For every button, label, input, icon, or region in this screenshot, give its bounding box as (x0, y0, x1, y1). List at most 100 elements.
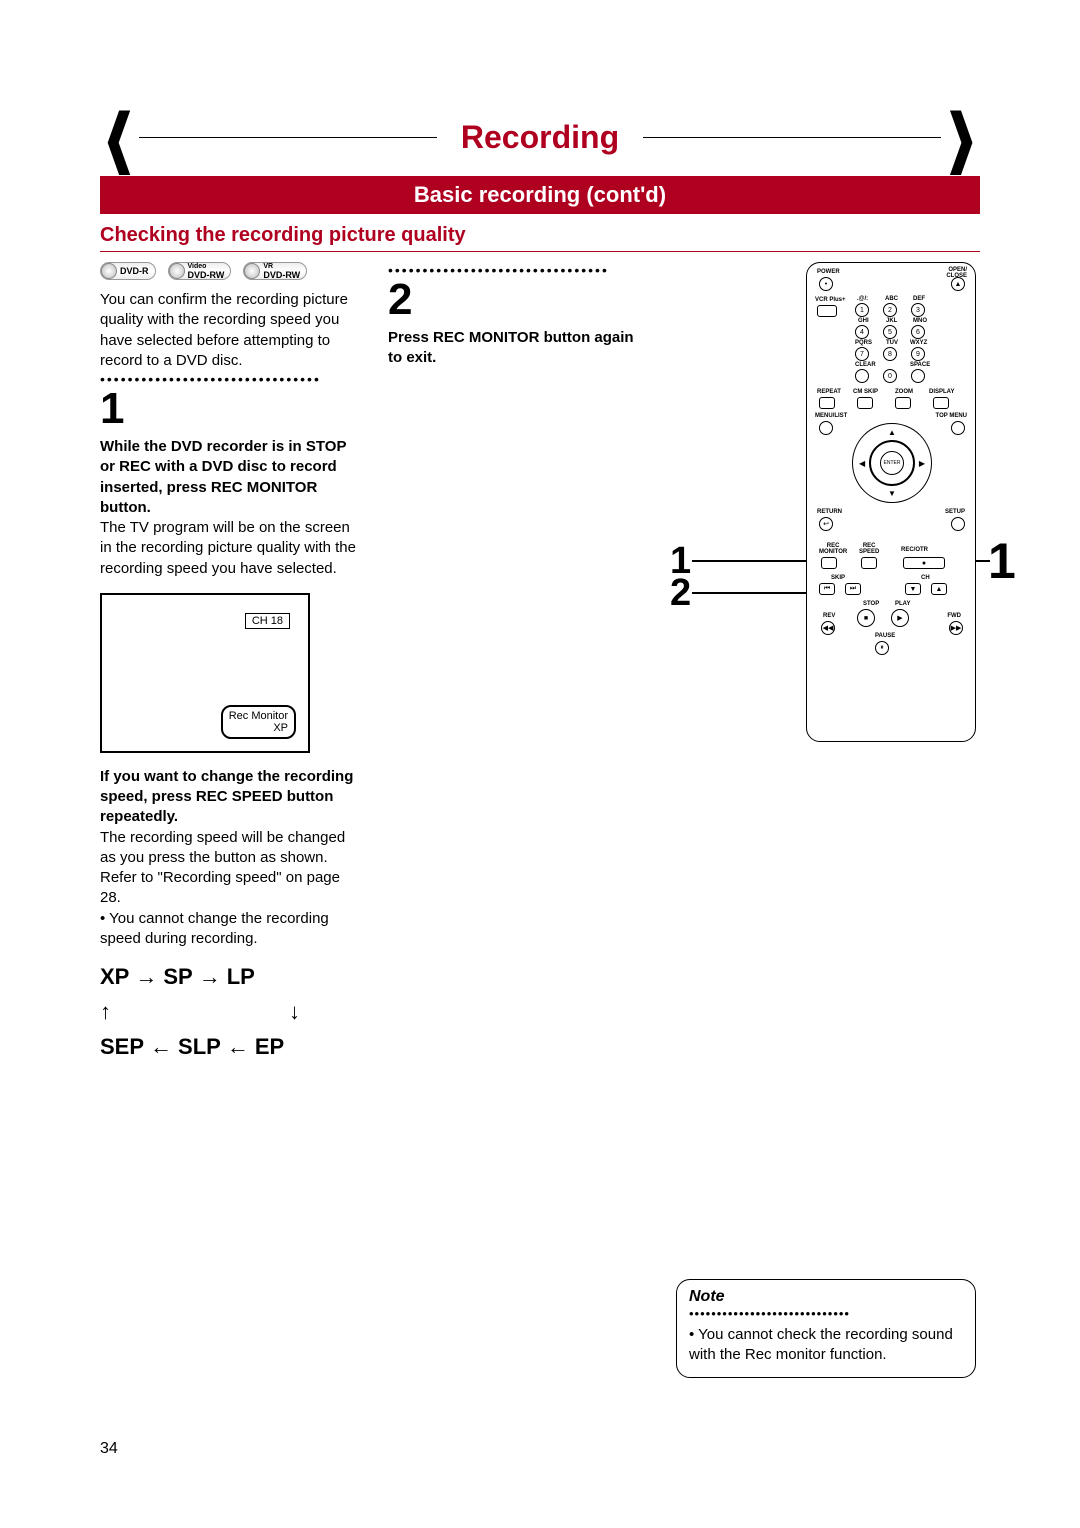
num-6[interactable]: 6 (911, 325, 925, 339)
num-top-6: MNO (913, 318, 927, 324)
label-recspd: REC SPEED (859, 543, 879, 555)
column-2: •••••••••••••••••••••••••••••••• 2 Press… (388, 262, 648, 1065)
bracket-right: ❱ (941, 99, 980, 175)
menu-button[interactable] (819, 421, 833, 435)
num-top-5: JKL (886, 318, 897, 324)
label-ch: CH (921, 575, 930, 581)
label-space: SPACE (910, 362, 930, 368)
cmskip-button[interactable] (857, 397, 873, 409)
display-button[interactable] (933, 397, 949, 409)
recspeed-button[interactable] (861, 557, 877, 569)
label-menu: MENU/LIST (815, 413, 847, 419)
label-play: PLAY (895, 601, 910, 607)
rev-button[interactable]: ◀◀ (821, 621, 835, 635)
dpad-down[interactable]: ▼ (888, 489, 896, 498)
space-button[interactable] (911, 369, 925, 383)
badge-dvdrw-vr: VRDVD-RW (243, 262, 307, 280)
content-columns: DVD-R VideoDVD-RW VRDVD-RW You can confi… (100, 262, 980, 1065)
flow-sp: SP (163, 959, 192, 994)
dpad-right[interactable]: ▶ (919, 459, 925, 468)
stop-button[interactable]: ■ (857, 609, 875, 627)
title-row: ❰ Recording ❱ (100, 110, 980, 164)
setup-button[interactable] (951, 517, 965, 531)
badge-dvdrw-video: VideoDVD-RW (168, 262, 232, 280)
tv-channel: CH 18 (245, 613, 290, 629)
step-1-heading: While the DVD recorder is in STOP or REC… (100, 437, 360, 518)
badge-dvdr: DVD-R (100, 262, 156, 280)
label-vcrplus: VCR Plus+ (815, 297, 846, 303)
return-button[interactable]: ↩ (819, 517, 833, 531)
play-button[interactable]: ▶ (891, 609, 909, 627)
dpad-up[interactable]: ▲ (888, 428, 896, 437)
fwd-button[interactable]: ▶▶ (949, 621, 963, 635)
num-2[interactable]: 2 (883, 303, 897, 317)
num-3[interactable]: 3 (911, 303, 925, 317)
callout-line-left-2 (692, 592, 808, 594)
flow-slp: SLP (178, 1029, 221, 1064)
bullet: • You cannot change the recording speed … (100, 909, 360, 950)
tv-mon-l2: XP (273, 722, 288, 734)
subtitle-bar: Basic recording (cont'd) (100, 176, 980, 214)
num-top-9: WXYZ (910, 340, 927, 346)
ch-down-button[interactable]: ▼ (905, 583, 921, 595)
title-line-left (139, 137, 437, 138)
tv-preview: CH 18 Rec Monitor XP (100, 593, 310, 753)
ch-up-button[interactable]: ▲ (931, 583, 947, 595)
skip-prev-button[interactable]: ⏮ (819, 583, 835, 595)
recmonitor-button[interactable] (821, 557, 837, 569)
flow-sep: SEP (100, 1029, 144, 1064)
vcrplus-button[interactable] (817, 305, 837, 317)
num-1[interactable]: 1 (855, 303, 869, 317)
pause-button[interactable]: ⏸ (875, 641, 889, 655)
label-zoom: ZOOM (895, 389, 913, 395)
clear-button[interactable] (855, 369, 869, 383)
open-close-button[interactable]: ▲ (951, 277, 965, 291)
note-box: Note ••••••••••••••••••••••••••••• • You… (676, 1279, 976, 1379)
zoom-button[interactable] (895, 397, 911, 409)
num-top-7: PQRS (855, 340, 872, 346)
num-7[interactable]: 7 (855, 347, 869, 361)
step-2-number: 2 (388, 278, 648, 322)
column-3: 1 2 1 POWER • OPEN/ CLOSE ▲ VCR Plus+ .@… (676, 262, 976, 1065)
label-fwd: FWD (947, 613, 961, 619)
num-8[interactable]: 8 (883, 347, 897, 361)
num-4[interactable]: 4 (855, 325, 869, 339)
callout-right-1: 1 (988, 532, 1016, 590)
label-pause: PAUSE (875, 633, 895, 639)
step-1-number: 1 (100, 387, 360, 431)
label-return: RETURN (817, 509, 842, 515)
dpad: ▲ ▼ ◀ ▶ ENTER (852, 423, 932, 503)
label-power: POWER (817, 269, 840, 275)
label-setup: SETUP (945, 509, 965, 515)
note-title: Note (689, 1288, 963, 1306)
title-line-right (643, 137, 941, 138)
skip-next-button[interactable]: ⏭ (845, 583, 861, 595)
repeat-button[interactable] (819, 397, 835, 409)
label-recmon: REC MONITOR (819, 543, 847, 555)
dpad-inner: ENTER (869, 440, 915, 486)
note-body: • You cannot check the recording sound w… (689, 1325, 963, 1366)
page-number: 34 (100, 1440, 118, 1458)
callout-left-2: 2 (670, 572, 691, 615)
enter-button[interactable]: ENTER (880, 451, 904, 475)
recotr-button[interactable]: ● (903, 557, 945, 569)
num-9[interactable]: 9 (911, 347, 925, 361)
bracket-left: ❰ (100, 99, 139, 175)
num-top-4: GHI (858, 318, 869, 324)
num-0[interactable]: 0 (883, 369, 897, 383)
dpad-left[interactable]: ◀ (859, 459, 865, 468)
disc-icon (101, 263, 117, 279)
arrow-down-icon: ↓ (289, 994, 300, 1029)
disc-icon (244, 263, 260, 279)
num-5[interactable]: 5 (883, 325, 897, 339)
arrow-up-icon: ↑ (100, 994, 111, 1029)
num-top-2: ABC (885, 296, 898, 302)
tv-mon-l1: Rec Monitor (229, 710, 288, 722)
flow-xp: XP (100, 959, 129, 994)
flow-ep: EP (255, 1029, 284, 1064)
label-recotr: REC/OTR (901, 547, 928, 553)
num-top-3: DEF (913, 296, 925, 302)
topmenu-button[interactable] (951, 421, 965, 435)
label-clear: CLEAR (855, 362, 876, 368)
power-button[interactable]: • (819, 277, 833, 291)
